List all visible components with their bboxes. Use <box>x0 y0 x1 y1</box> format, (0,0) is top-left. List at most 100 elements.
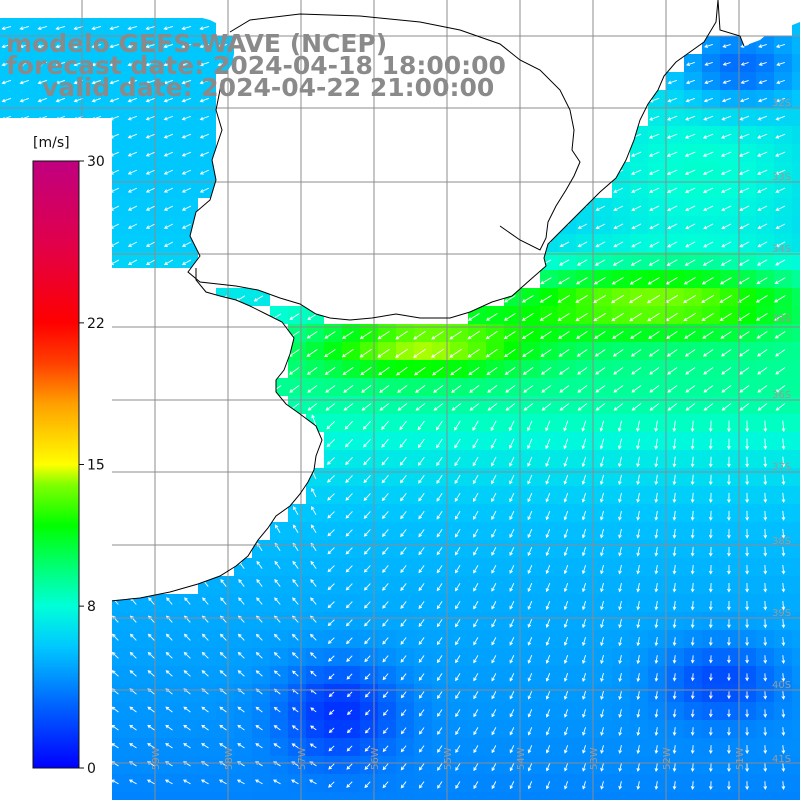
wind-arrow-icon <box>648 259 660 266</box>
wind-arrow-icon <box>418 565 425 574</box>
field-cell <box>126 792 144 800</box>
wind-arrow-icon <box>611 312 624 322</box>
wind-arrow-icon <box>55 61 66 67</box>
wind-arrow-icon <box>720 259 732 266</box>
wind-arrow-icon <box>708 510 713 521</box>
wind-arrow-icon <box>600 727 604 736</box>
wind-arrow-icon <box>563 510 569 521</box>
wind-arrow-icon <box>701 277 714 285</box>
wind-arrow-icon <box>757 367 768 375</box>
wind-arrow-icon <box>781 600 786 611</box>
wind-arrow-icon <box>617 420 622 432</box>
wind-arrow-icon <box>722 44 731 48</box>
title-block: modelo GEFS-WAVE (NCEP) forecast date: 2… <box>6 29 506 102</box>
wind-arrow-icon <box>648 349 660 357</box>
wind-arrow-icon <box>564 763 569 772</box>
wind-arrow-icon <box>600 673 604 683</box>
wind-arrow-icon <box>539 295 552 303</box>
wind-arrow-icon <box>582 763 586 772</box>
wind-arrow-icon <box>291 670 299 677</box>
wind-arrow-icon <box>576 331 588 339</box>
wind-arrow-icon <box>563 691 569 700</box>
wind-arrow-icon <box>454 456 461 467</box>
wind-arrow-icon <box>690 492 695 504</box>
wind-arrow-icon <box>618 763 623 772</box>
wind-arrow-icon <box>595 385 606 393</box>
wind-arrow-icon <box>454 474 461 485</box>
lat-label: 36S <box>772 390 791 401</box>
field-cell <box>792 18 800 36</box>
wind-arrow-icon <box>545 474 551 485</box>
wind-arrow-icon <box>527 546 533 557</box>
wind-arrow-icon <box>346 673 353 680</box>
wind-arrow-icon <box>727 528 731 539</box>
wind-arrow-icon <box>345 547 353 555</box>
wind-arrow-icon <box>745 763 749 773</box>
wind-arrow-icon <box>636 420 640 432</box>
wind-arrow-icon <box>163 61 174 67</box>
wind-arrow-icon <box>145 25 156 31</box>
wind-arrow-icon <box>364 655 371 663</box>
wind-arrow-icon <box>720 331 732 339</box>
wind-arrow-icon <box>636 763 641 772</box>
wind-arrow-icon <box>328 673 335 680</box>
wind-arrow-icon <box>756 331 768 339</box>
wind-arrow-icon <box>582 727 586 736</box>
wind-arrow-icon <box>727 691 731 700</box>
wind-arrow-icon <box>436 583 443 592</box>
wind-arrow-icon <box>455 655 461 664</box>
wind-arrow-icon <box>418 601 425 610</box>
wind-arrow-icon <box>672 420 677 433</box>
wind-arrow-icon <box>600 528 604 539</box>
wind-arrow-icon <box>599 492 604 503</box>
wind-arrow-icon <box>400 493 407 502</box>
field-cell <box>162 792 180 800</box>
wind-arrow-icon <box>648 133 660 139</box>
wind-arrow-icon <box>654 600 659 611</box>
wind-arrow-icon <box>342 331 354 339</box>
wind-arrow-icon <box>455 619 461 628</box>
wind-arrow-icon <box>763 709 768 718</box>
wind-arrow-icon <box>757 133 768 139</box>
wind-arrow-icon <box>395 330 408 340</box>
wind-arrow-icon <box>618 546 622 557</box>
wind-arrow-icon <box>781 727 786 737</box>
wind-arrow-icon <box>310 597 317 605</box>
field-cell <box>558 792 576 800</box>
wind-arrow-icon <box>781 420 786 433</box>
wind-arrow-icon <box>292 579 299 587</box>
wind-arrow-icon <box>37 97 48 103</box>
wind-arrow-icon <box>219 706 227 713</box>
wind-arrow-icon <box>600 655 604 665</box>
wind-arrow-icon <box>557 295 570 303</box>
wind-arrow-icon <box>1 79 12 85</box>
wind-arrow-icon <box>418 709 425 717</box>
wind-arrow-icon <box>377 348 390 358</box>
wind-arrow-icon <box>145 61 156 67</box>
wind-arrow-icon <box>738 169 750 175</box>
wind-arrow-icon <box>145 133 156 139</box>
wind-arrow-icon <box>703 223 714 230</box>
wind-arrow-icon <box>685 385 696 393</box>
wind-arrow-icon <box>701 294 714 303</box>
wind-arrow-icon <box>183 743 191 749</box>
wind-arrow-icon <box>763 601 768 611</box>
field-cell <box>216 792 234 800</box>
wind-arrow-icon <box>721 223 732 230</box>
field-cell <box>540 792 558 800</box>
wind-arrow-icon <box>776 79 785 85</box>
wind-arrow-icon <box>755 295 768 303</box>
wind-arrow-icon <box>690 763 695 773</box>
wind-arrow-icon <box>381 511 389 520</box>
wind-arrow-icon <box>472 456 479 467</box>
wind-arrow-icon <box>559 259 570 266</box>
wind-arrow-icon <box>740 62 749 66</box>
wind-arrow-icon <box>576 259 588 266</box>
wind-arrow-icon <box>345 601 353 609</box>
wind-arrow-icon <box>436 619 443 628</box>
wind-arrow-icon <box>455 583 461 592</box>
wind-arrow-icon <box>654 474 659 486</box>
wind-arrow-icon <box>690 727 695 736</box>
wind-arrow-icon <box>509 691 515 700</box>
wind-arrow-icon <box>630 331 642 339</box>
